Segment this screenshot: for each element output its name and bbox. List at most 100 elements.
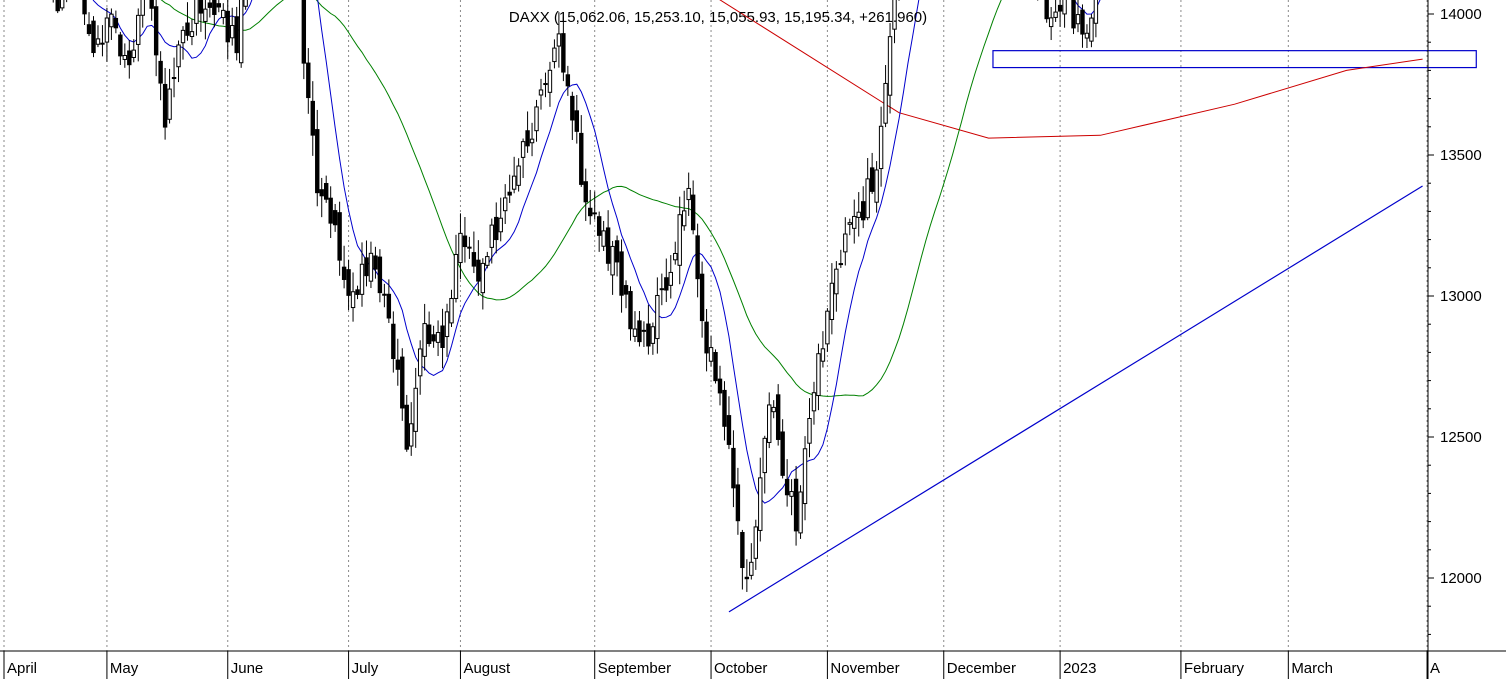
candle-body-up	[498, 217, 503, 233]
candle	[122, 43, 128, 68]
candle-body-down	[341, 266, 347, 280]
candle	[113, 10, 119, 34]
candle	[332, 203, 338, 232]
candle-body-down	[1044, 0, 1049, 20]
candle-body-up	[503, 197, 508, 212]
candle	[225, 0, 230, 60]
candle-body-up	[887, 36, 893, 96]
candle-body-down	[225, 10, 230, 43]
candle-body-down	[404, 404, 409, 450]
candle	[820, 331, 826, 368]
candle-body-up	[753, 526, 758, 559]
candle	[865, 158, 870, 221]
candle-body-up	[368, 252, 374, 282]
candle-body-down	[55, 0, 60, 12]
candle-body-up	[516, 165, 521, 186]
candle-body-down	[328, 197, 333, 224]
candle	[234, 6, 239, 61]
y-tick-label: 14000	[1440, 6, 1482, 23]
candle-body-down	[319, 189, 324, 197]
candle-body-up	[489, 224, 494, 248]
candle-body-up	[673, 252, 678, 261]
candle-body-down	[118, 34, 123, 57]
candle-body-up	[100, 42, 105, 45]
candle	[230, 7, 235, 46]
candle-body-up	[109, 13, 114, 28]
candle	[180, 26, 186, 60]
candle	[637, 311, 642, 347]
candle	[708, 335, 714, 367]
candle-body-up	[140, 0, 145, 16]
candle-body-up	[807, 417, 812, 444]
candle-body-up	[650, 326, 656, 344]
candle-body-down	[82, 0, 87, 15]
candle-body-up	[798, 491, 803, 534]
candle-body-up	[176, 44, 181, 68]
candle-body-up	[189, 31, 195, 38]
candle	[1093, 0, 1099, 38]
candle-body-down	[113, 17, 119, 29]
candle	[422, 303, 427, 371]
candle-body-up	[122, 55, 128, 60]
candle-body-down	[744, 576, 750, 580]
month-label: August	[463, 660, 511, 677]
candle-body-up	[59, 0, 65, 9]
candle-body-down	[467, 246, 472, 249]
candle-body-down	[838, 263, 844, 266]
candle	[789, 479, 794, 516]
candle-body-up	[1053, 11, 1058, 18]
candle	[162, 67, 168, 140]
candle	[887, 23, 893, 114]
candle-body-up	[552, 47, 557, 63]
candle	[767, 392, 772, 449]
candle-body-down	[525, 130, 530, 147]
candle-body-up	[1089, 17, 1094, 42]
candle-body-down	[628, 291, 633, 330]
candle	[306, 48, 311, 114]
candle	[453, 234, 459, 303]
candle	[798, 485, 803, 539]
candle	[525, 111, 530, 153]
candle	[373, 246, 378, 279]
candle	[552, 39, 557, 69]
candle	[476, 240, 481, 296]
candle	[838, 249, 844, 268]
candle	[140, 0, 145, 28]
candle-body-up	[878, 125, 884, 170]
candle-body-down	[310, 100, 315, 136]
candle-body-up	[829, 282, 835, 320]
candle-body-down	[623, 285, 629, 295]
candle-body-down	[588, 207, 593, 217]
candle	[1044, 0, 1049, 23]
candle	[207, 0, 213, 18]
candle	[579, 115, 584, 187]
candle	[673, 241, 678, 265]
candle-body-down	[391, 323, 396, 360]
candle-body-up	[104, 17, 110, 43]
candle-body-down	[324, 182, 329, 200]
candle	[561, 16, 566, 82]
candle-body-up	[1093, 0, 1099, 24]
candle	[825, 308, 830, 352]
candle	[605, 210, 611, 271]
month-label: October	[714, 660, 767, 677]
candle-body-down	[699, 273, 705, 322]
candle-body-down	[373, 255, 378, 270]
month-label: September	[598, 660, 671, 677]
candle-body-up	[131, 49, 136, 58]
candle	[467, 236, 472, 259]
candle-body-down	[614, 240, 620, 263]
candle	[485, 251, 490, 269]
candle	[802, 436, 808, 521]
candle	[726, 396, 732, 450]
candle-body-down	[337, 212, 342, 261]
candle-body-down	[861, 201, 866, 221]
candle	[682, 190, 687, 231]
candle-body-up	[136, 14, 141, 45]
candle-body-up	[892, 0, 897, 30]
candle-body-down	[637, 320, 642, 343]
candle	[619, 239, 624, 313]
candle-body-down	[690, 194, 696, 231]
candle-body-up	[413, 387, 418, 432]
